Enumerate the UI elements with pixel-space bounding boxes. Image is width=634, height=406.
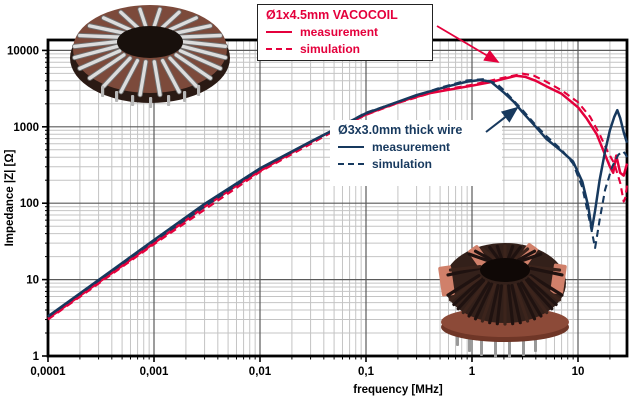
svg-text:0,1: 0,1: [358, 366, 375, 378]
svg-text:10: 10: [26, 275, 39, 287]
simulation-label: simulation: [300, 41, 361, 56]
legend-vacocoil-measurement-row: measurement: [266, 23, 424, 40]
dashed-line-swatch-icon: [338, 162, 364, 165]
svg-text:0,01: 0,01: [249, 366, 272, 378]
legend-thick-wire-simulation-row: simulation: [338, 155, 494, 172]
svg-text:1000: 1000: [13, 122, 39, 134]
solid-line-swatch-icon: [266, 30, 292, 33]
y-axis-title: Impedance |Z| [Ω]: [4, 149, 16, 246]
svg-text:0,0001: 0,0001: [30, 366, 66, 378]
thick_wire-solid-curve: [47, 78, 629, 318]
measurement-label: measurement: [372, 139, 451, 154]
legend-thick-wire: Ø3x3.0mm thick wire measurement simulati…: [330, 120, 502, 186]
legend-thick-wire-title: Ø3x3.0mm thick wire: [338, 123, 463, 137]
dashed-line-swatch-icon: [266, 47, 292, 50]
measurement-label: measurement: [300, 24, 379, 39]
x-axis-title: frequency [MHz]: [353, 384, 443, 396]
svg-text:0,001: 0,001: [140, 366, 169, 378]
legend-thick-wire-measurement-row: measurement: [338, 138, 494, 155]
legend-vacocoil: Ø1x4.5mm VACOCOIL measurement simulation: [257, 4, 433, 61]
svg-text:1: 1: [469, 366, 476, 378]
legend-vacocoil-title: Ø1x4.5mm VACOCOIL: [266, 8, 398, 22]
vacocoil-toroid-photo: [70, 5, 230, 108]
svg-text:100: 100: [20, 198, 39, 210]
thick_wire-dashed-curve: [47, 78, 628, 318]
svg-text:10000: 10000: [7, 45, 39, 57]
svg-text:10: 10: [572, 366, 585, 378]
svg-text:1: 1: [33, 351, 40, 363]
solid-line-swatch-icon: [338, 145, 364, 148]
legend-vacocoil-simulation-row: simulation: [266, 40, 424, 57]
thick-wire-toroid-photo: [438, 243, 569, 358]
simulation-label: simulation: [372, 156, 433, 171]
